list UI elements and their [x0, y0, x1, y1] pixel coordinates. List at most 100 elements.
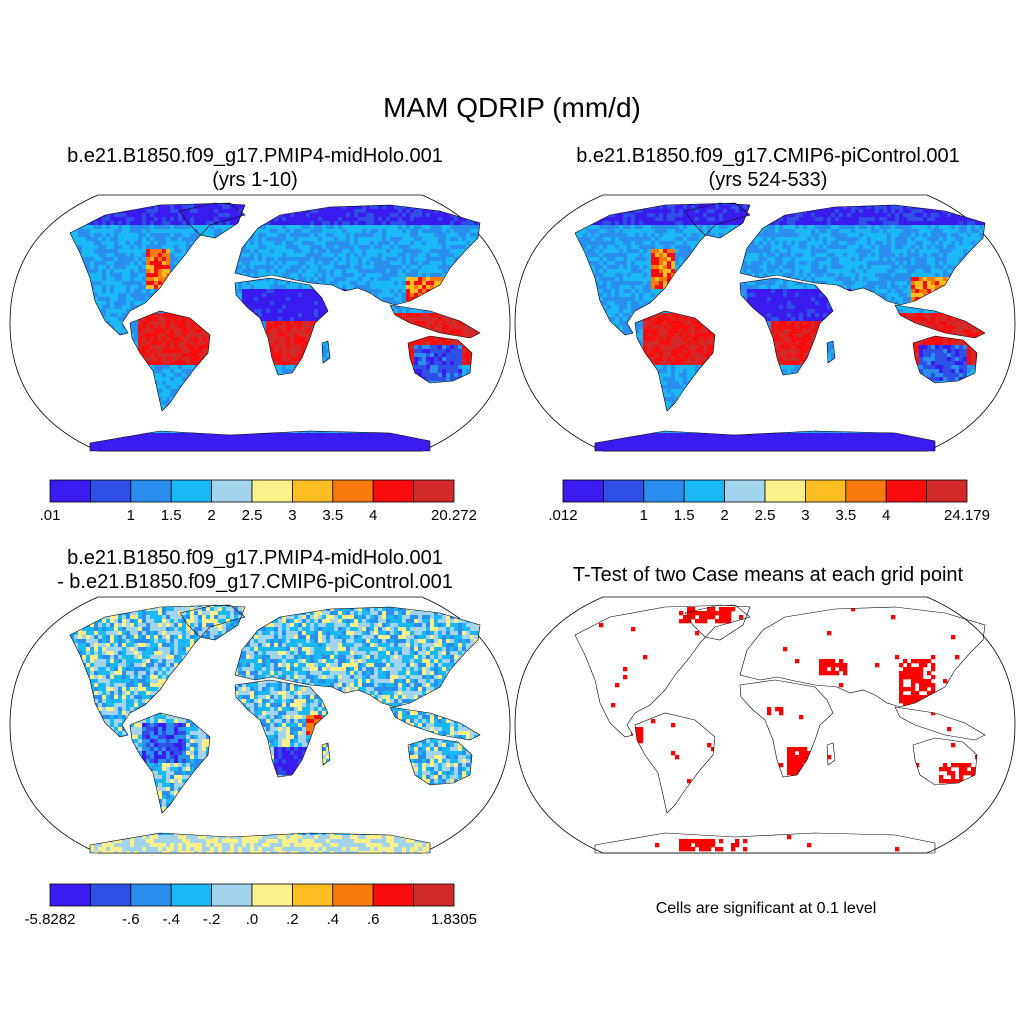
panel-title-difference: b.e21.B1850.f09_g17.PMIP4-midHolo.001 - … — [5, 546, 505, 594]
colorbar-tick-label: .0 — [246, 911, 259, 928]
colorbar-swatch — [562, 479, 604, 503]
colorbar-swatch — [885, 479, 928, 503]
coastline-seasia — [894, 304, 986, 339]
colorbar-swatch — [170, 479, 212, 503]
coastline-australia — [407, 737, 473, 786]
colorbar-tick-label: -.4 — [162, 911, 180, 928]
panel-title-ttest: T-Test of two Case means at each grid po… — [518, 563, 1018, 587]
coastline-africa — [739, 277, 834, 376]
coastline-antarctica — [594, 832, 936, 854]
coastline-antarctica — [89, 832, 431, 854]
coastline-madagascar — [321, 340, 331, 364]
colorbar-tick-label: 3 — [801, 507, 809, 524]
colorbar-tick-label: 3.5 — [835, 507, 856, 524]
colorbar-tick-label: -5.8282 — [25, 911, 76, 928]
colorbar-picontrol: .012 1 1.5 2 2.5 3 3.5 4 24.179 — [548, 479, 990, 524]
panel-title-difference-line2: - b.e21.B1850.f09_g17.CMIP6-piControl.00… — [5, 570, 505, 594]
panel-title-picontrol: b.e21.B1850.f09_g17.CMIP6-piControl.001 … — [518, 144, 1018, 192]
colorbar-swatch — [251, 883, 293, 907]
colorbar-tick-label: 3.5 — [322, 507, 343, 524]
colorbar-tick-label: .6 — [367, 911, 380, 928]
colorbar-tick-label: 1 — [640, 507, 648, 524]
colorbar-swatch — [251, 479, 293, 503]
colorbar-tick-label: 2 — [207, 507, 215, 524]
coastline-africa — [234, 679, 329, 778]
colorbar-swatch — [332, 883, 374, 907]
colorbar-swatch — [130, 883, 172, 907]
colorbar-swatch — [764, 479, 806, 503]
colorbar-swatch — [845, 479, 887, 503]
map-difference — [9, 596, 511, 854]
colorbar-swatch — [804, 479, 847, 503]
coastline-namerica — [574, 604, 751, 738]
coastlines — [574, 202, 986, 452]
colorbar-tick-label: 2.5 — [242, 507, 263, 524]
coastline-antarctica — [89, 430, 431, 452]
colorbar-swatch — [372, 479, 415, 503]
colorbar-tick-label: 4 — [882, 507, 890, 524]
coastline-eurasia — [234, 606, 481, 708]
globe-outline — [514, 596, 1016, 854]
coastline-australia — [912, 335, 978, 384]
coastline-madagascar — [826, 340, 836, 364]
coastline-greenland — [684, 604, 751, 641]
colorbar-tick-label: 4 — [369, 507, 377, 524]
colorbar-tick-label: 20.272 — [431, 507, 477, 524]
coastlines — [574, 604, 986, 854]
coastline-eurasia — [739, 606, 986, 708]
coastline-madagascar — [826, 742, 836, 766]
colorbar-midholo: .01 1 1.5 2 2.5 3 3.5 4 20.272 — [40, 479, 477, 524]
coastline-australia — [407, 335, 473, 384]
colorbar-swatch — [683, 479, 725, 503]
colorbar-swatch — [211, 479, 253, 503]
colorbar-swatch — [372, 883, 415, 907]
coastline-africa — [234, 277, 329, 376]
coastlines — [69, 604, 481, 854]
coastline-samerica — [129, 310, 211, 412]
panel-title-midholo-line2: (yrs 1-10) — [5, 168, 505, 192]
colorbar-swatch — [291, 883, 334, 907]
colorbar-tick-label: -.2 — [203, 911, 221, 928]
colorbar-swatch — [49, 479, 91, 503]
main-title: MAM QDRIP (mm/d) — [0, 92, 1024, 124]
coastline-namerica — [69, 604, 246, 738]
colorbar-tick-label: 1.5 — [674, 507, 695, 524]
colorbar-tick-label: 3 — [288, 507, 296, 524]
colorbar-swatch — [332, 479, 374, 503]
colorbar-tick-label: .2 — [286, 911, 299, 928]
significance-note: Cells are significant at 0.1 level — [516, 900, 1016, 918]
coastline-seasia — [389, 706, 481, 741]
colorbar-difference: -5.8282 -.6 -.4 -.2 .0 .2 .4 .6 1.8305 — [25, 883, 477, 928]
colorbar-swatch — [90, 479, 132, 503]
colorbar-swatch — [130, 479, 172, 503]
map-midholo — [9, 194, 511, 452]
coastline-madagascar — [321, 742, 331, 766]
coastline-seasia — [389, 304, 481, 339]
panel-title-ttest-line1: T-Test of two Case means at each grid po… — [518, 563, 1018, 587]
coastline-samerica — [634, 712, 716, 814]
colorbar-swatch — [291, 479, 334, 503]
colorbar-swatch — [603, 479, 645, 503]
panel-title-midholo-line1: b.e21.B1850.f09_g17.PMIP4-midHolo.001 — [5, 144, 505, 168]
coastline-greenland — [179, 202, 246, 239]
colorbar-tick-label: 1.5 — [161, 507, 182, 524]
coastline-greenland — [684, 202, 751, 239]
panel-title-difference-line1: b.e21.B1850.f09_g17.PMIP4-midHolo.001 — [5, 546, 505, 570]
colorbar-swatch — [49, 883, 91, 907]
colorbar-swatch — [643, 479, 685, 503]
colorbar-tick-label: 1 — [127, 507, 135, 524]
map-ttest — [514, 596, 1016, 854]
panel-title-picontrol-line2: (yrs 524-533) — [518, 168, 1018, 192]
colorbar-tick-label: 1.8305 — [431, 911, 477, 928]
colorbar-tick-label: -.6 — [122, 911, 140, 928]
coastline-australia — [912, 737, 978, 786]
panel-title-midholo: b.e21.B1850.f09_g17.PMIP4-midHolo.001 (y… — [5, 144, 505, 192]
coastline-seasia — [894, 706, 986, 741]
colorbar-tick-label: 24.179 — [944, 507, 990, 524]
coastline-antarctica — [594, 430, 936, 452]
coastline-samerica — [634, 310, 716, 412]
panel-title-picontrol-line1: b.e21.B1850.f09_g17.CMIP6-piControl.001 — [518, 144, 1018, 168]
colorbar-swatch — [413, 479, 455, 503]
colorbar-tick-label: 2.5 — [755, 507, 776, 524]
coastline-samerica — [129, 712, 211, 814]
